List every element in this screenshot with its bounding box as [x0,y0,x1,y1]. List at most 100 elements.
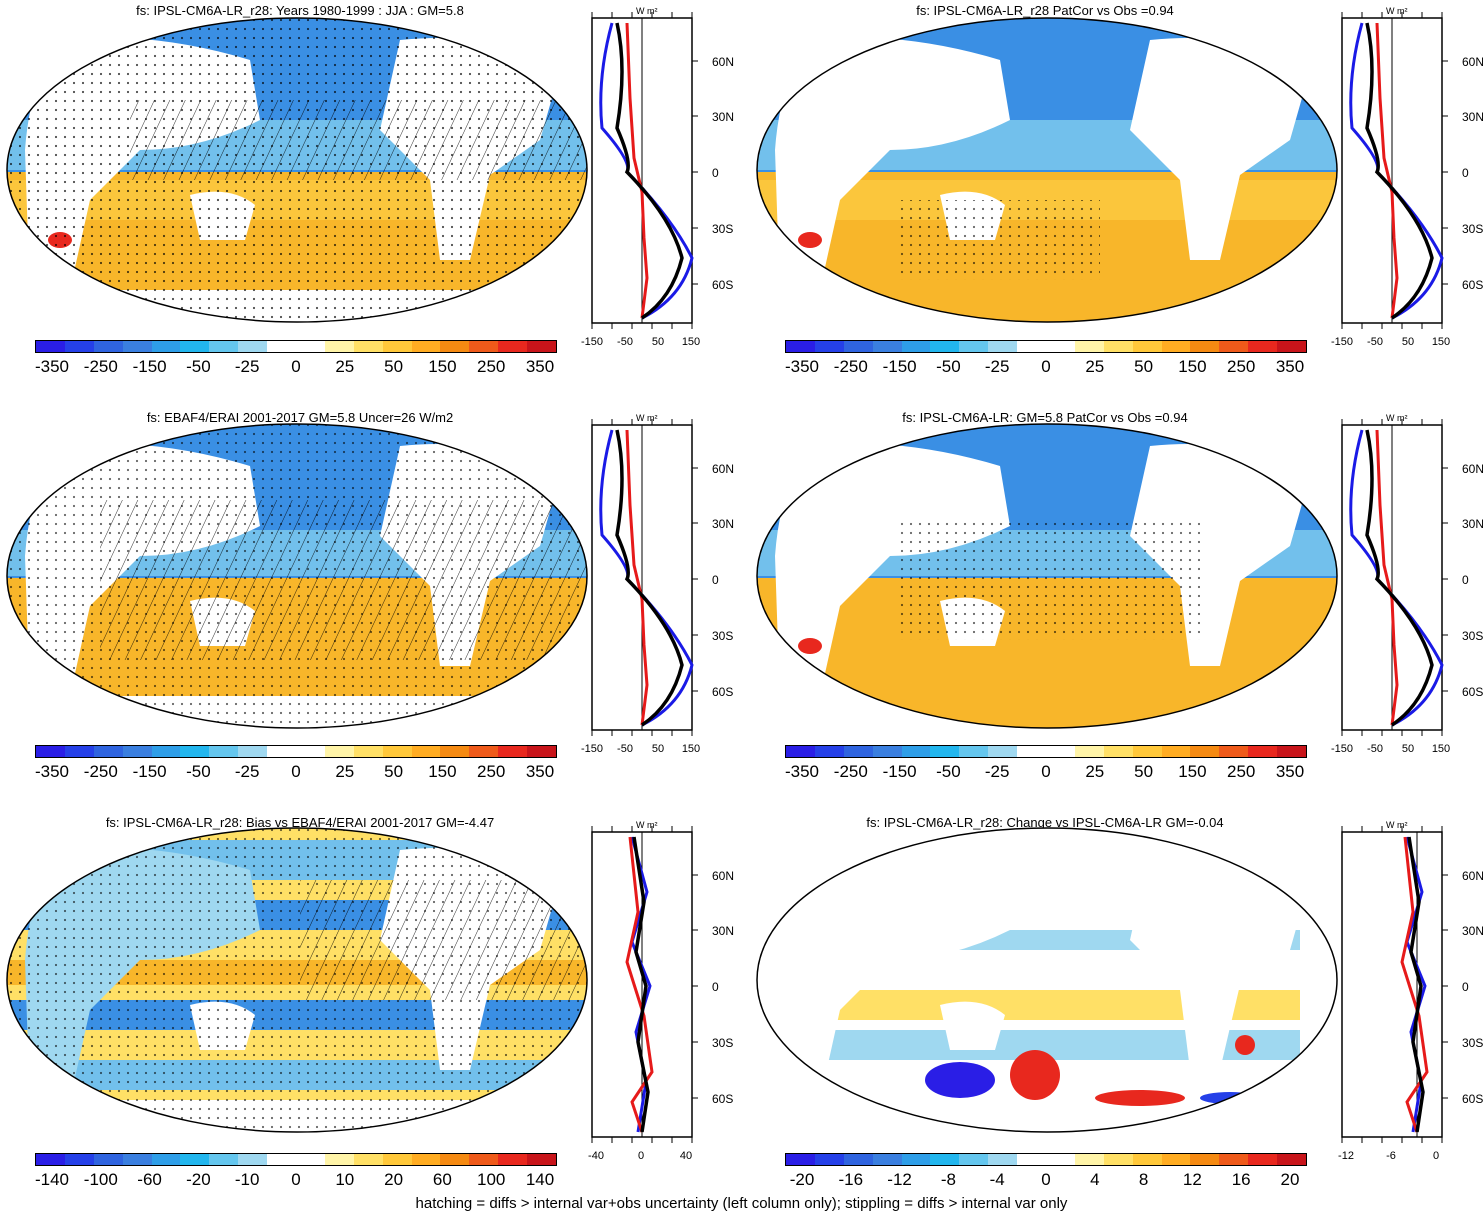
colorbar-tick-label: 140 [525,1170,555,1189]
colorbar-swatch [1103,1154,1133,1165]
colorbar-swatch [843,1154,873,1165]
profile-lat-label: 60S [1462,1092,1483,1106]
colorbar-swatch [238,1154,268,1165]
colorbar-swatch [930,746,960,757]
colorbar-swatch [64,341,94,352]
colorbar-swatch [1132,341,1162,352]
map-field-3 [7,424,587,728]
colorbar-swatch [1219,1154,1249,1165]
colorbar-tick-label: 20 [384,1170,404,1189]
colorbar-swatch [469,341,499,352]
colorbar-tick-label: -50 [186,762,211,781]
colorbar-1 [35,340,557,353]
profile-x-label: -40 [588,1150,604,1162]
colorbar-tick-label: 20 [1280,1170,1300,1189]
colorbar-swatch [36,341,65,352]
colorbar-swatch [1190,746,1220,757]
colorbar-swatch [440,746,470,757]
colorbar-tick-label: 350 [525,762,555,781]
colorbar-swatch [353,341,383,352]
colorbar-swatch [1190,341,1220,352]
profile-lat-label: 60S [712,685,733,699]
profile-lat-label: 60N [1462,462,1483,476]
colorbar-tick-label: 25 [1085,762,1105,781]
colorbar-swatch [1161,1154,1191,1165]
colorbar-swatch [382,341,412,352]
colorbar-tick-label: 0 [291,1170,301,1189]
profile-x-label: 0 [638,1150,644,1162]
colorbar-swatch [64,746,94,757]
colorbar-swatch [296,746,325,757]
colorbar-tick-label: 10 [335,1170,355,1189]
colorbar-tick-label: -100 [83,1170,118,1189]
colorbar-tick-label: 0 [1041,1170,1051,1189]
colorbar-swatch [151,1154,181,1165]
profile-lat-label: 0 [1462,573,1469,587]
colorbar-tick-label: -8 [940,1170,956,1189]
colorbar-swatch [469,746,499,757]
profile-x-label: 50 [652,336,664,348]
colorbar-2 [785,340,1307,353]
colorbar-swatch [1103,341,1133,352]
colorbar-swatch [901,341,931,352]
profile-line-red [1375,429,1399,726]
profile-lat-label: 0 [712,573,719,587]
profile-units-label: W m² [636,413,658,423]
colorbar-swatch [930,1154,960,1165]
colorbar-tick-label: 350 [1275,357,1305,376]
profile-line-red [625,22,649,319]
colorbar-swatch [151,746,181,757]
colorbar-tick-label: 16 [1231,1170,1251,1189]
profile-x-label: 50 [652,743,664,755]
profile-units-label: W m² [636,820,658,830]
colorbar-swatch [1248,341,1278,352]
colorbar-swatch [872,1154,902,1165]
profile-x-label: -50 [617,336,633,348]
colorbar-swatch [209,746,239,757]
colorbar-tick-label: 0 [1041,762,1051,781]
colorbar-swatch [843,341,873,352]
colorbar-swatch [901,1154,931,1165]
colorbar-swatch [814,341,844,352]
profile-lat-label: 30N [712,110,734,124]
colorbar-tick-label: 25 [1085,357,1105,376]
colorbar-swatch [324,1154,354,1165]
colorbar-swatch [353,1154,383,1165]
colorbar-swatch [527,1154,557,1165]
colorbar-swatch [1219,746,1249,757]
colorbar-tick-label: 150 [428,357,457,376]
panel-1-title: fs: IPSL-CM6A-LR_r28: Years 1980-1999 : … [136,3,464,18]
colorbar-swatch [1277,341,1307,352]
profile-lat-label: 60N [712,869,734,883]
colorbar-swatch [180,341,210,352]
colorbar-tick-label: -150 [132,357,167,376]
profile-units-label: W m² [1386,6,1408,16]
profile-x-label: -50 [617,743,633,755]
colorbar-tick-label: -12 [887,1170,912,1189]
colorbar-tick-label: 100 [477,1170,506,1189]
profile-x-label: 150 [1432,743,1450,755]
colorbar-swatch [440,1154,470,1165]
colorbar-swatch [382,746,412,757]
colorbar-tick-label: -250 [833,357,868,376]
profile-x-label: 50 [1402,743,1414,755]
profile-line-red [1400,836,1429,1133]
colorbar-tick-label: -50 [186,357,211,376]
colorbar-swatch [1132,1154,1162,1165]
colorbar-swatch [988,746,1018,757]
colorbar-swatch [1074,746,1104,757]
colorbar-3 [35,745,557,758]
profile-lat-label: 60N [1462,55,1483,69]
profile-x-label: -150 [1331,743,1353,755]
colorbar-swatch [498,341,528,352]
colorbar-swatch [901,746,931,757]
colorbar-swatch [324,746,354,757]
colorbar-swatch [93,1154,123,1165]
profile-units-label: W m² [636,6,658,16]
profile-lat-label: 0 [1462,980,1469,994]
panel-3-title: fs: EBAF4/ERAI 2001-2017 GM=5.8 Uncer=26… [146,410,454,425]
colorbar-tick-label: 4 [1090,1170,1100,1189]
colorbar-tick-label: 250 [477,357,506,376]
